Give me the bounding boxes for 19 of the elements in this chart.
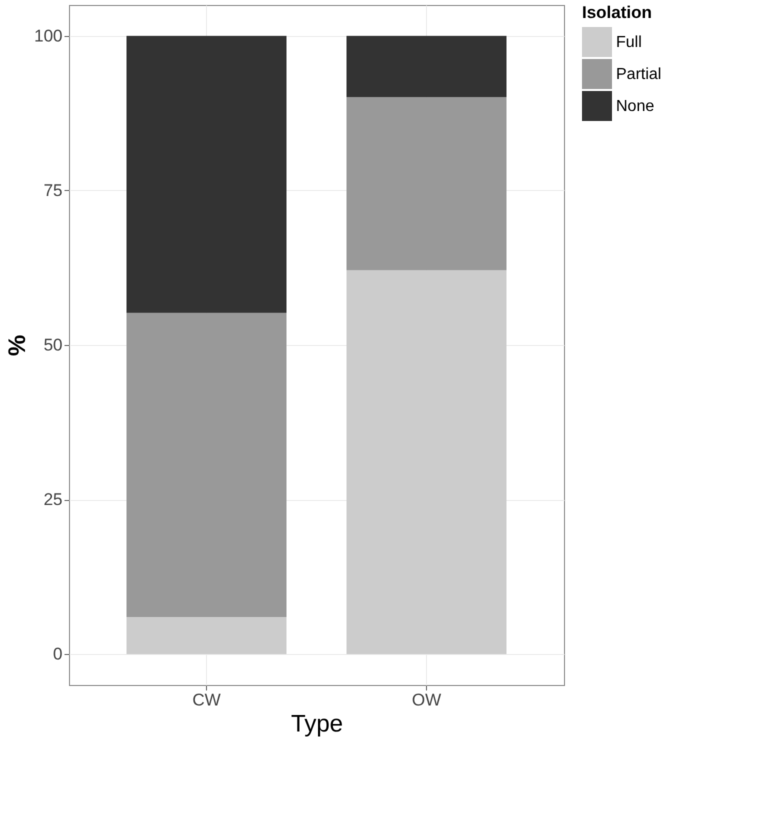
- x-tick-label: OW: [412, 690, 442, 710]
- legend-title: Isolation: [582, 3, 652, 22]
- legend-label: Partial: [616, 66, 662, 83]
- y-tick-label: 75: [44, 180, 62, 200]
- x-tick-label: CW: [192, 690, 221, 710]
- bar: [346, 97, 506, 270]
- y-tick-label: 25: [44, 490, 62, 510]
- bar: [346, 36, 506, 98]
- y-tick-label: 50: [44, 336, 62, 354]
- y-tick-label: 100: [34, 26, 62, 46]
- legend-label: None: [616, 98, 654, 115]
- bar: [126, 312, 286, 617]
- bar: [346, 270, 506, 654]
- x-axis-title: Type: [290, 710, 344, 738]
- y-axis-title: %: [4, 334, 32, 356]
- bar: [126, 617, 286, 654]
- bar: [126, 36, 286, 313]
- y-tick-label: 0: [53, 644, 62, 664]
- legend-label: Full: [616, 34, 642, 51]
